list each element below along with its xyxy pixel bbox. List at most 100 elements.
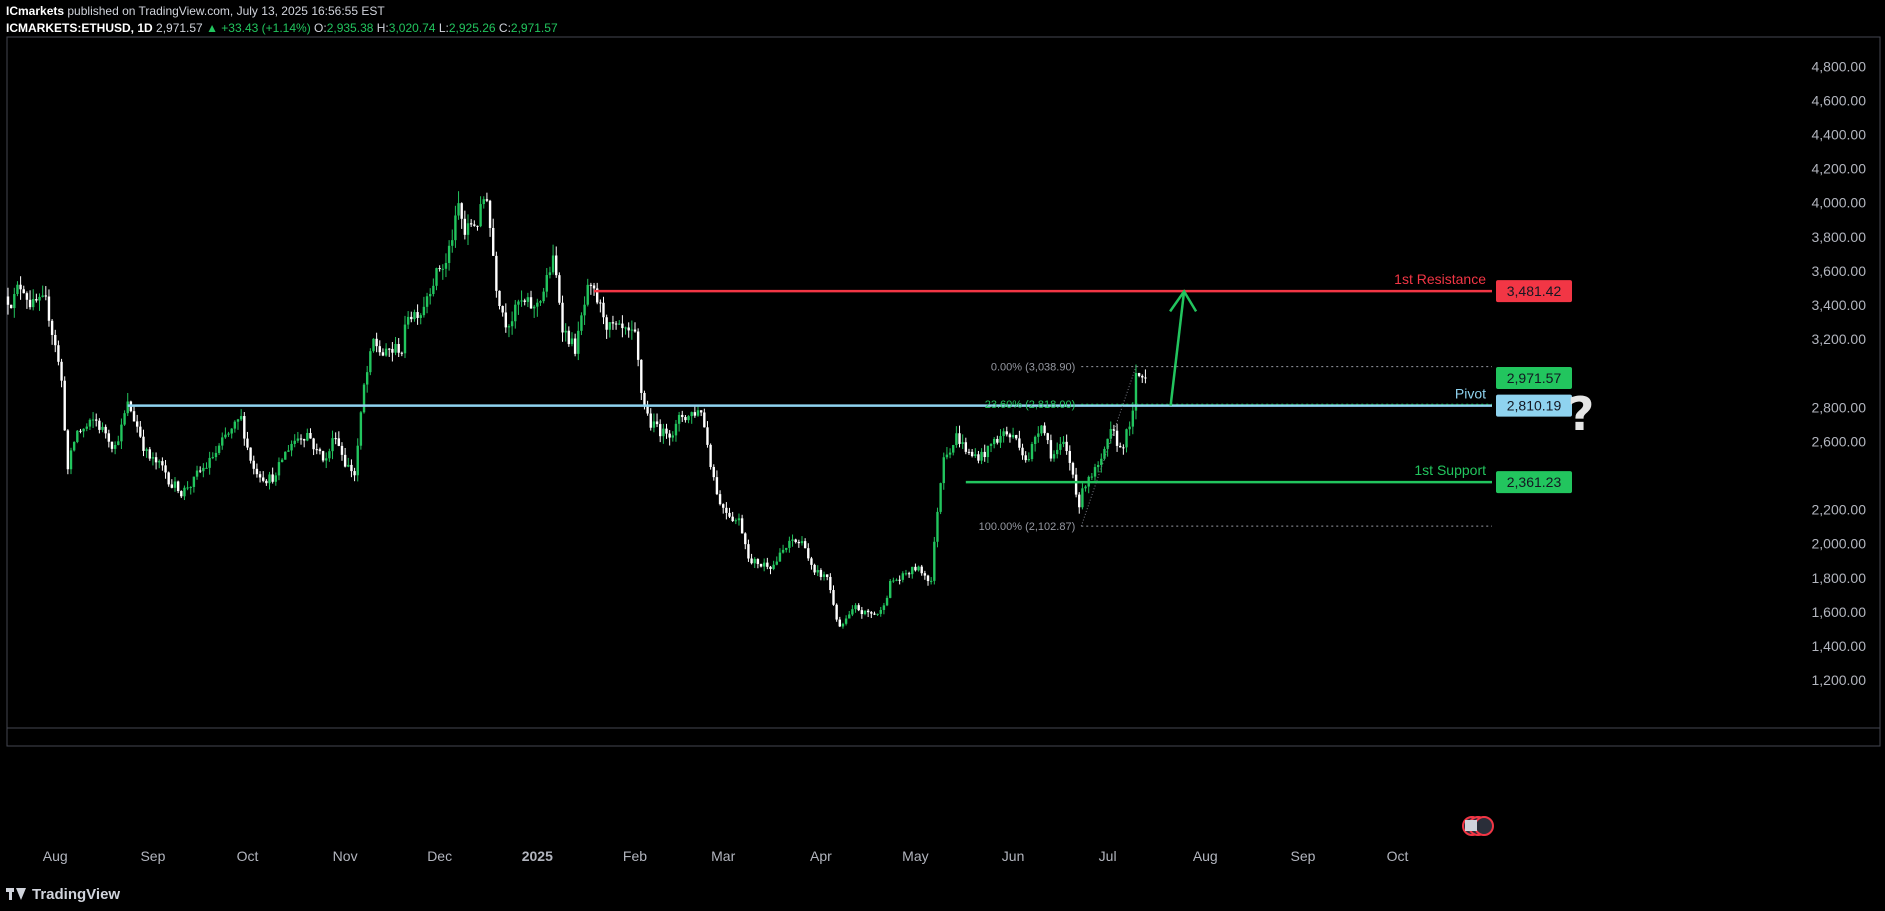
candle-body	[898, 579, 901, 581]
candle-body	[170, 484, 174, 488]
candle-body	[246, 438, 249, 448]
price-axis: 4,800.00 4,600.00 4,400.00 4,200.00 4,000.00…	[1812, 58, 1867, 688]
price-tick-label: 3,800.00	[1812, 229, 1867, 245]
candle-body	[759, 563, 763, 567]
candle-body	[948, 452, 952, 455]
candle-body	[353, 471, 356, 476]
candle-body	[91, 419, 95, 421]
event-marker	[1474, 816, 1494, 836]
candle-body	[262, 477, 265, 481]
candle-body	[419, 315, 422, 318]
candle-body	[681, 414, 684, 418]
candle-body	[945, 454, 949, 458]
candle-body	[394, 343, 397, 353]
candle-body	[142, 436, 145, 451]
candle-body	[851, 609, 854, 615]
candle-body	[135, 421, 139, 427]
last-price-tag	[1496, 367, 1572, 390]
candle-body	[810, 558, 813, 565]
candle-body	[917, 566, 920, 571]
candle-body	[1074, 474, 1078, 495]
candle-body	[302, 439, 306, 441]
candle-body	[372, 338, 375, 352]
candle-body	[967, 451, 971, 453]
candle-body	[835, 604, 838, 620]
candle-body	[139, 426, 142, 437]
candle-body	[734, 520, 738, 522]
time-tick-label: Aug	[1193, 848, 1218, 864]
candle-body	[630, 329, 634, 331]
candle-body	[41, 295, 44, 297]
level-name: Pivot	[1455, 386, 1486, 402]
candle-body	[362, 384, 366, 413]
candle-body	[205, 467, 208, 469]
level-name: 1st Resistance	[1394, 271, 1486, 287]
time-tick-label: Nov	[333, 848, 358, 864]
level-1st-support: 1st Support 2,361.23	[965, 462, 1572, 494]
candle-body	[1005, 431, 1008, 435]
candle-body	[952, 445, 955, 453]
tradingview-logo[interactable]: TradingView	[6, 884, 120, 904]
candle-body	[803, 541, 807, 549]
candle-body	[551, 255, 555, 273]
candle-body	[397, 343, 400, 353]
candle-body	[964, 442, 968, 452]
candle-body	[88, 419, 92, 427]
candle-body	[633, 329, 637, 332]
candle-body	[1030, 444, 1034, 460]
candle-body	[936, 511, 939, 542]
candle-body	[980, 451, 983, 461]
candle-body	[50, 320, 54, 335]
level-1st-resistance: 1st Resistance 3,481.42	[594, 271, 1572, 303]
candle-body	[797, 542, 801, 544]
candle-body	[1065, 441, 1068, 452]
candle-body	[1131, 410, 1135, 427]
level-price-label: 2,810.19	[1507, 398, 1562, 414]
candle-body	[788, 540, 791, 548]
candle-body	[60, 361, 63, 381]
arrow-head	[1169, 289, 1198, 313]
candle-body	[1015, 435, 1018, 439]
candle-body	[636, 331, 640, 360]
price-tick-label: 2,600.00	[1812, 433, 1867, 449]
fibonacci-retracement: 0.00% (3,038.90) 23.60% (2,818.00) 100.00%…	[979, 362, 1492, 533]
candle-body	[1119, 445, 1122, 448]
candle-body	[605, 317, 608, 330]
price-tick-label: 2,800.00	[1812, 399, 1867, 415]
candle-body	[857, 605, 860, 611]
candle-body	[82, 428, 85, 432]
candle-body	[444, 262, 448, 269]
candle-body	[252, 460, 255, 469]
candle-body	[1046, 433, 1049, 441]
fib-level-label: 0.00% (3,038.90)	[991, 362, 1075, 374]
open-label: O:	[314, 21, 327, 35]
time-tick-label: Oct	[237, 848, 259, 864]
candle-body	[132, 411, 136, 422]
candle-body	[614, 323, 618, 325]
candle-body	[66, 430, 70, 470]
candle-body	[961, 442, 964, 444]
candle-body	[520, 300, 523, 302]
candle-body	[198, 470, 202, 472]
publish-info: ICmarkets published on TradingView.com, …	[6, 4, 385, 18]
candle-body	[892, 580, 895, 582]
candle-body	[476, 225, 479, 227]
price-tick-label: 4,800.00	[1812, 58, 1867, 74]
candle-body	[57, 345, 60, 362]
candle-body	[183, 487, 186, 497]
candle-body	[822, 574, 826, 577]
candle-body	[13, 294, 16, 309]
candle-body	[895, 579, 898, 581]
candle-body	[104, 426, 107, 434]
symbol-name[interactable]: ICMARKETS:ETHUSD, 1D	[6, 21, 153, 35]
candle-body	[655, 421, 659, 425]
candle-body	[785, 547, 788, 550]
candle-body	[85, 426, 88, 429]
candle-body	[25, 293, 29, 300]
price-tick-label: 2,200.00	[1812, 502, 1867, 518]
candle-body	[514, 304, 517, 322]
candle-body	[599, 302, 602, 304]
candle-body	[95, 419, 98, 421]
candle-body	[265, 480, 268, 484]
